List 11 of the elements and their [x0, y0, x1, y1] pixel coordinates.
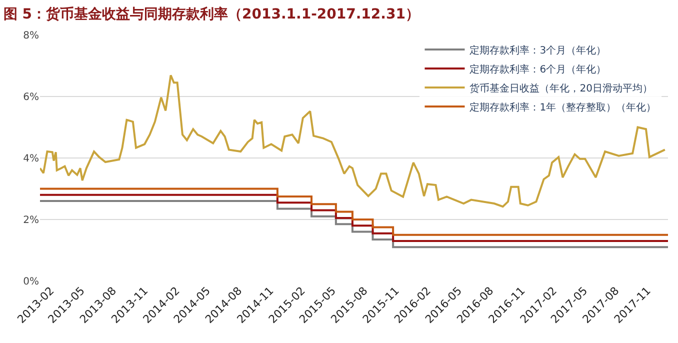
legend-label: 定期存款利率：6个月（年化） [470, 63, 606, 76]
y-tick-label: 6% [23, 92, 39, 103]
line-series [40, 74, 666, 208]
y-tick-label: 2% [23, 215, 39, 226]
legend-label: 货币基金日收益（年化，20日滑动平均） [470, 82, 652, 94]
legend-label: 定期存款利率：1年（整存整取）（年化） [470, 101, 656, 114]
y-tick-label: 0% [23, 276, 39, 288]
y-tick-label: 8% [23, 30, 39, 42]
chart-title: 图 5：货币基金收益与同期存款利率（2013.1.1-2017.12.31） [3, 5, 420, 22]
legend-label: 定期存款利率：3个月（年化） [470, 44, 606, 56]
y-tick-label: 4% [23, 154, 39, 164]
